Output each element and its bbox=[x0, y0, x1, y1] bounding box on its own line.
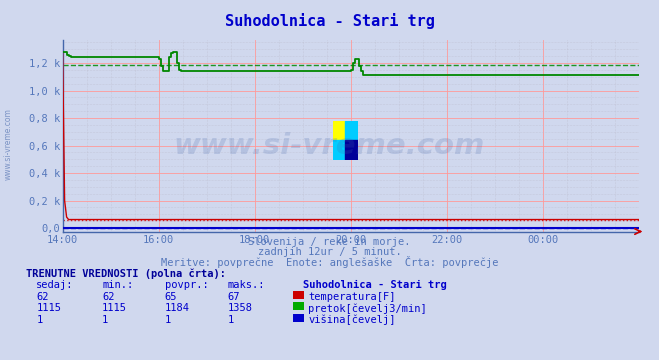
Bar bbox=[333, 121, 345, 140]
Text: višina[čevelj]: višina[čevelj] bbox=[308, 315, 396, 325]
Text: 62: 62 bbox=[102, 292, 115, 302]
Text: zadnjih 12ur / 5 minut.: zadnjih 12ur / 5 minut. bbox=[258, 247, 401, 257]
Text: 1115: 1115 bbox=[36, 303, 61, 313]
Text: 1358: 1358 bbox=[227, 303, 252, 313]
Text: maks.:: maks.: bbox=[227, 280, 265, 290]
Text: temperatura[F]: temperatura[F] bbox=[308, 292, 396, 302]
Text: 1115: 1115 bbox=[102, 303, 127, 313]
Text: 1: 1 bbox=[227, 315, 233, 325]
Text: TRENUTNE VREDNOSTI (polna črta):: TRENUTNE VREDNOSTI (polna črta): bbox=[26, 268, 226, 279]
Bar bbox=[345, 140, 358, 160]
Text: povpr.:: povpr.: bbox=[165, 280, 208, 290]
Text: 1: 1 bbox=[102, 315, 108, 325]
Text: Suhodolnica - Stari trg: Suhodolnica - Stari trg bbox=[303, 280, 447, 290]
Bar bbox=[333, 140, 345, 160]
Text: 1: 1 bbox=[165, 315, 171, 325]
Bar bbox=[345, 121, 358, 140]
Text: Slovenija / reke in morje.: Slovenija / reke in morje. bbox=[248, 237, 411, 247]
Text: 1: 1 bbox=[36, 315, 42, 325]
Text: Suhodolnica - Stari trg: Suhodolnica - Stari trg bbox=[225, 13, 434, 28]
Text: 65: 65 bbox=[165, 292, 177, 302]
Text: 1184: 1184 bbox=[165, 303, 190, 313]
Text: 67: 67 bbox=[227, 292, 240, 302]
Text: 62: 62 bbox=[36, 292, 49, 302]
Text: pretok[čevelj3/min]: pretok[čevelj3/min] bbox=[308, 303, 427, 314]
Text: www.si-vreme.com: www.si-vreme.com bbox=[4, 108, 13, 180]
Text: min.:: min.: bbox=[102, 280, 133, 290]
Text: Meritve: povprečne  Enote: anglešaške  Črta: povprečje: Meritve: povprečne Enote: anglešaške Črt… bbox=[161, 256, 498, 268]
Text: www.si-vreme.com: www.si-vreme.com bbox=[174, 132, 485, 160]
Text: sedaj:: sedaj: bbox=[36, 280, 74, 290]
